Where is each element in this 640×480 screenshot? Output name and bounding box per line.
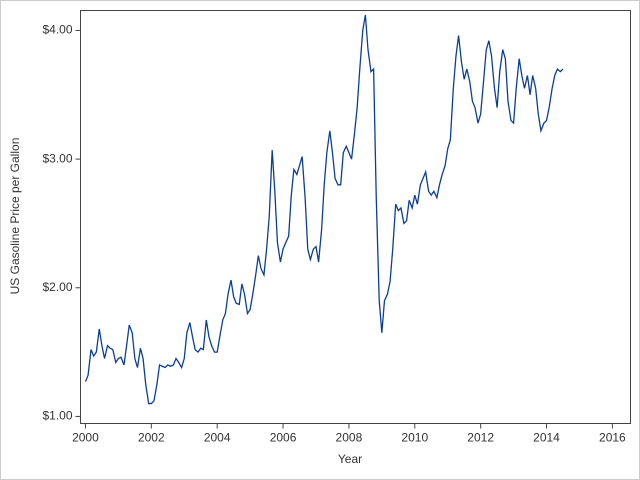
x-tick-label: 2008 [336,431,363,445]
x-tick-label: 2016 [599,431,626,445]
price-line [84,14,564,405]
y-tick-label: $3.00 [42,151,72,165]
x-tick-label: 2004 [204,431,231,445]
x-axis-label: Year [338,452,362,466]
x-tick-label: 2012 [467,431,494,445]
x-tick-label: 2000 [72,431,99,445]
x-tick-label: 2010 [401,431,428,445]
x-tick-label: 2002 [138,431,165,445]
y-tick-label: $2.00 [42,280,72,294]
y-tick-label: $1.00 [42,409,72,423]
plot-frame [80,10,631,424]
y-axis-label: US Gasoline Price per Gallon [8,138,22,295]
y-tick-label: $4.00 [42,23,72,37]
x-tick-label: 2014 [533,431,560,445]
x-tick-label: 2006 [270,431,297,445]
